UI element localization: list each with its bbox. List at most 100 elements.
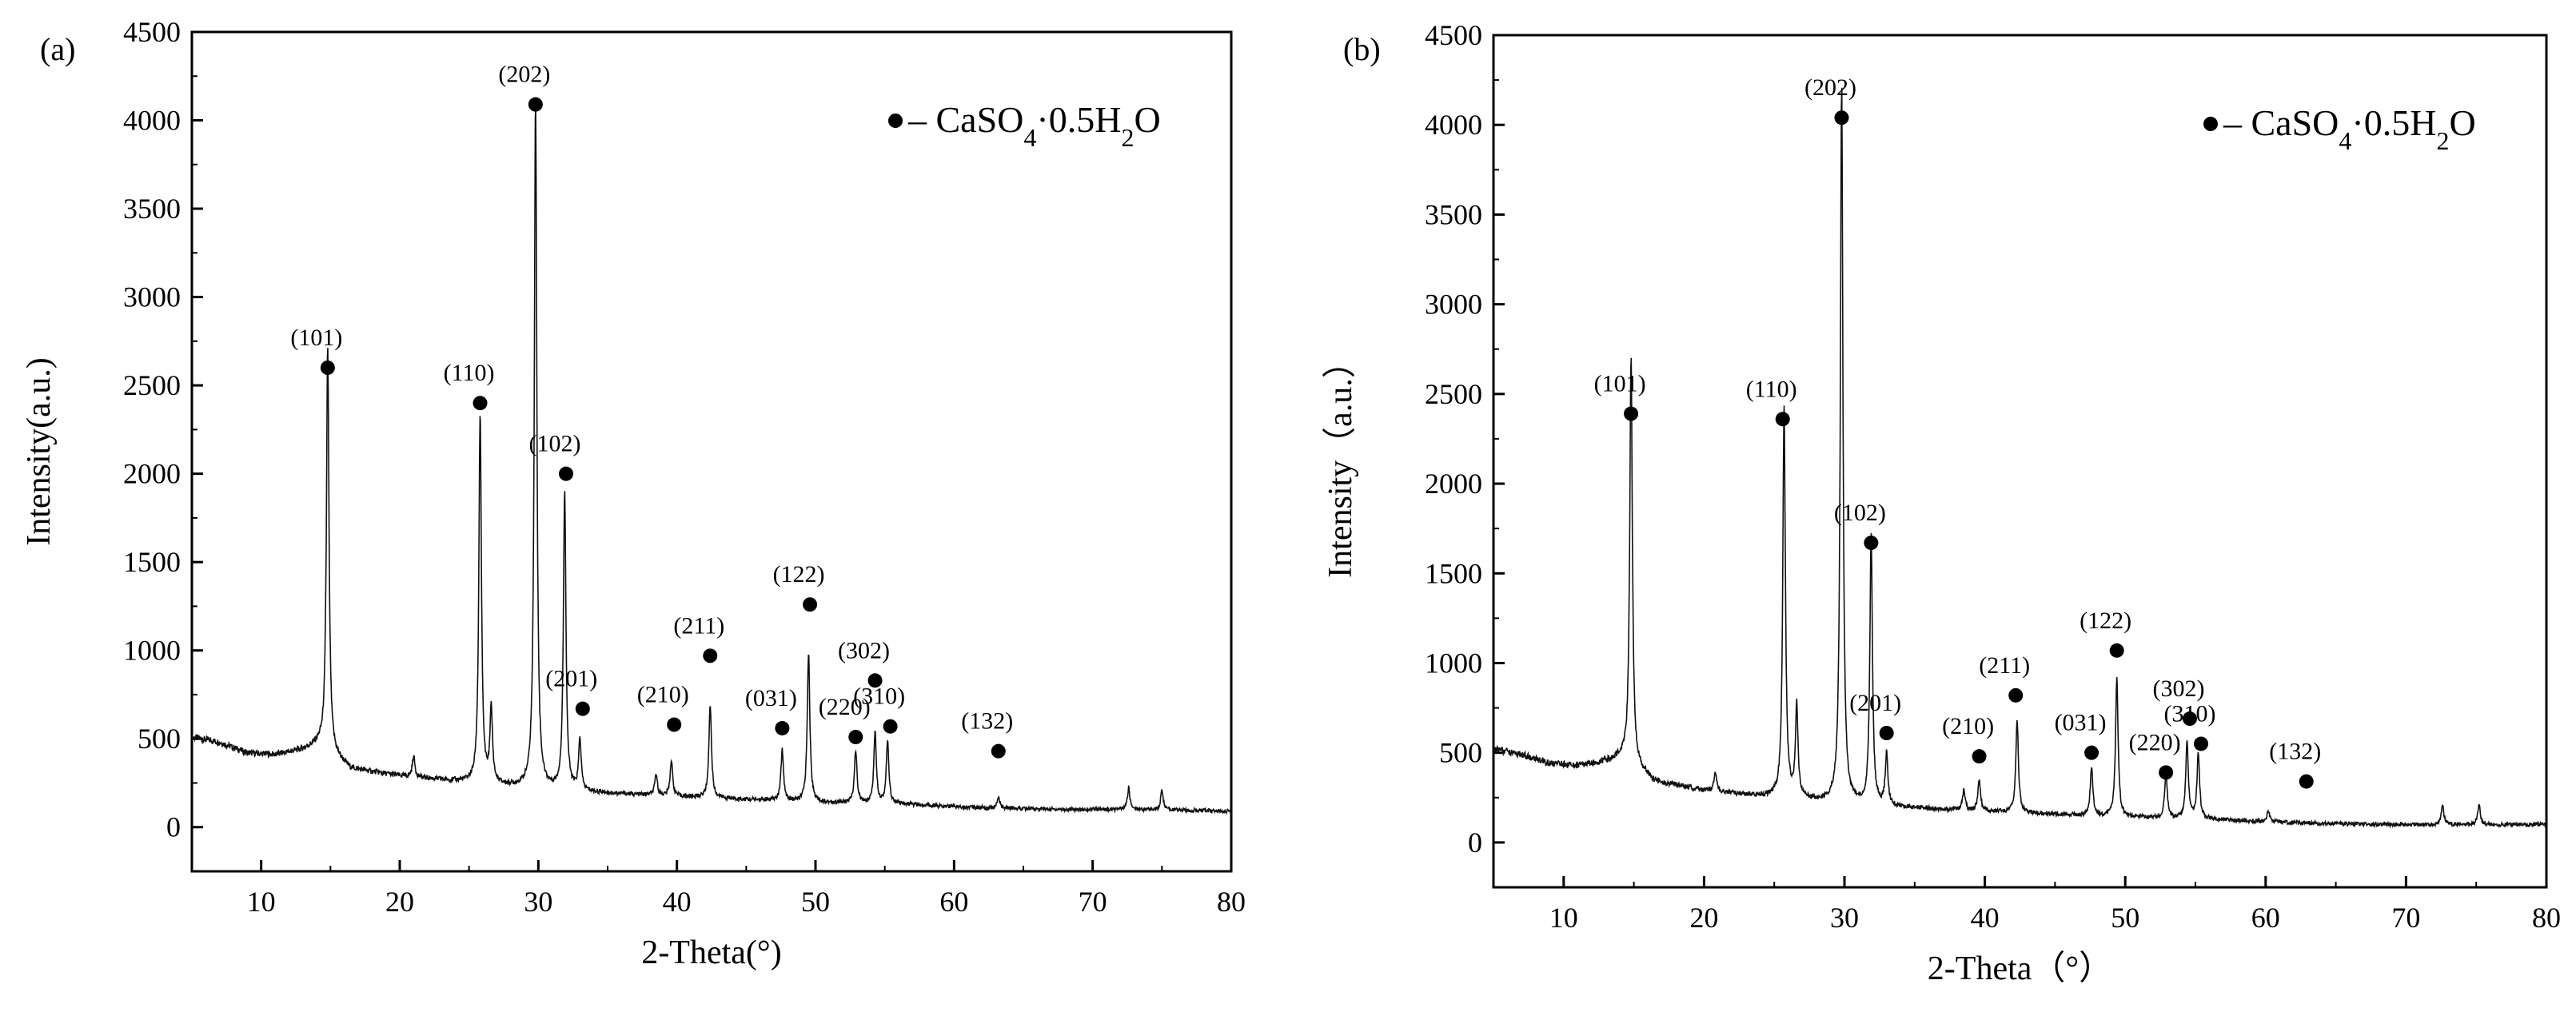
peak-marker-dot bbox=[320, 361, 335, 375]
y-tick-label: 4500 bbox=[1425, 19, 1482, 51]
peak-marker-dot bbox=[2299, 774, 2314, 789]
peak-marker-dot bbox=[575, 701, 590, 716]
legend-text: – CaSO bbox=[907, 99, 1023, 140]
y-tick-label: 500 bbox=[1439, 737, 1482, 769]
peak-hkl-label: (210) bbox=[637, 682, 689, 708]
y-axis-label: Intensity(a.u.) bbox=[21, 357, 58, 546]
legend-text: – CaSO bbox=[2223, 102, 2339, 143]
x-tick-label: 70 bbox=[1079, 886, 1107, 918]
x-tick-label: 30 bbox=[524, 886, 552, 918]
x-tick-label: 80 bbox=[2532, 902, 2561, 934]
peak-marker-dot bbox=[775, 720, 790, 735]
plot-frame bbox=[1492, 34, 2548, 889]
peak-marker-dot bbox=[559, 466, 573, 481]
x-tick-label: 30 bbox=[1830, 902, 1859, 934]
peak-marker-dot bbox=[528, 97, 543, 112]
x-tick-label: 60 bbox=[2251, 902, 2280, 934]
x-axis-label: 2-Theta(°) bbox=[641, 934, 781, 971]
peak-hkl-label: (102) bbox=[1834, 500, 1886, 526]
peak-hkl-label: (211) bbox=[673, 612, 724, 639]
y-tick-label: 4000 bbox=[1425, 109, 1482, 141]
y-axis-label: Intensity（a.u.） bbox=[1322, 345, 1359, 578]
y-tick-label: 2500 bbox=[1425, 378, 1482, 410]
legend-subscript: 2 bbox=[2436, 126, 2449, 155]
x-axis-label: 2-Theta（°） bbox=[1928, 950, 2112, 987]
peak-marker-dot bbox=[1775, 412, 1790, 427]
x-tick-label: 80 bbox=[1217, 886, 1246, 918]
legend-label: – CaSO4·0.5H2O bbox=[2223, 102, 2476, 155]
legend-text: ·0.5H bbox=[2351, 102, 2436, 143]
peak-hkl-label: (132) bbox=[961, 708, 1013, 735]
y-tick-label: 0 bbox=[1468, 827, 1482, 859]
x-tick-label: 70 bbox=[2391, 902, 2420, 934]
peak-marker-dot bbox=[1834, 110, 1849, 126]
x-tick-label: 40 bbox=[1971, 902, 2000, 934]
peak-marker-dot bbox=[991, 743, 1006, 759]
x-tick-label: 20 bbox=[1689, 902, 1718, 934]
peak-hkl-label: (101) bbox=[1594, 371, 1646, 397]
legend-subscript: 4 bbox=[1023, 123, 1036, 152]
peak-hkl-label: (310) bbox=[853, 683, 905, 710]
peak-hkl-label: (132) bbox=[2269, 739, 2321, 765]
plot-frame bbox=[190, 30, 1233, 873]
peak-marker-dot bbox=[848, 730, 863, 744]
y-tick-label: 1000 bbox=[1425, 647, 1482, 679]
y-tick-label: 2500 bbox=[123, 369, 181, 401]
peak-hkl-label: (110) bbox=[1746, 376, 1797, 402]
peak-marker-dot bbox=[803, 597, 818, 612]
peak-hkl-label: (201) bbox=[1849, 690, 1901, 716]
peak-marker-dot bbox=[2109, 643, 2124, 658]
peak-hkl-label: (202) bbox=[1804, 74, 1856, 101]
y-tick-label: 2000 bbox=[123, 458, 181, 490]
y-tick-label: 3000 bbox=[123, 281, 181, 313]
x-tick-label: 10 bbox=[247, 886, 276, 918]
x-tick-label: 20 bbox=[385, 886, 414, 918]
legend-text: ·0.5H bbox=[1036, 99, 1121, 140]
peak-hkl-label: (310) bbox=[2164, 700, 2216, 727]
legend-text: O bbox=[2449, 102, 2475, 143]
peak-hkl-label: (220) bbox=[2129, 729, 2181, 755]
panel-label: (a) bbox=[40, 31, 75, 67]
x-tick-label: 60 bbox=[939, 886, 968, 918]
peak-marker-dot bbox=[2084, 745, 2099, 760]
legend-subscript: 2 bbox=[1121, 123, 1134, 152]
peak-hkl-label: (302) bbox=[2152, 675, 2204, 702]
peak-hkl-label: (122) bbox=[773, 561, 825, 588]
peak-marker-dot bbox=[473, 396, 488, 411]
xrd-panel-b: (b) 0 500 1000 1500 2000 2500 3000 3500 4000 4500 1… bbox=[1322, 19, 2561, 987]
y-tick-label: 2000 bbox=[1425, 468, 1482, 500]
y-tick-label: 3000 bbox=[1425, 289, 1482, 321]
peak-marker-dot bbox=[2008, 687, 2024, 703]
peak-marker-dot bbox=[2159, 765, 2174, 780]
y-tick-label: 3500 bbox=[1425, 198, 1482, 230]
y-tick-label: 1000 bbox=[123, 635, 181, 667]
y-tick-label: 0 bbox=[166, 811, 181, 843]
peak-marker-dot bbox=[2194, 736, 2209, 751]
peak-marker-dot bbox=[703, 648, 718, 663]
peak-marker-dot bbox=[1972, 749, 1987, 764]
legend-marker-dot bbox=[888, 114, 903, 128]
y-tick-label: 3500 bbox=[123, 193, 181, 225]
peak-hkl-label: (210) bbox=[1942, 713, 1994, 739]
peak-hkl-label: (101) bbox=[290, 325, 342, 351]
y-tick-label: 4500 bbox=[123, 16, 181, 48]
peak-marker-dot bbox=[667, 717, 682, 732]
peak-hkl-label: (031) bbox=[745, 685, 797, 711]
peak-marker-dot bbox=[2182, 711, 2197, 727]
xrd-panel-a: (a) 0 500 1000 1500 2000 2500 3000 3500 4000 4500 1… bbox=[21, 16, 1246, 971]
y-tick-label: 1500 bbox=[1425, 557, 1482, 589]
peak-hkl-label: (202) bbox=[498, 62, 550, 88]
peak-marker-dot bbox=[1624, 406, 1639, 421]
y-tick-label: 4000 bbox=[123, 105, 181, 137]
peak-hkl-label: (110) bbox=[444, 360, 495, 386]
peak-marker-dot bbox=[1864, 536, 1879, 551]
peak-marker-dot bbox=[883, 719, 898, 734]
legend-marker-dot bbox=[2203, 117, 2218, 131]
peak-hkl-label: (031) bbox=[2055, 710, 2107, 736]
y-tick-label: 500 bbox=[138, 723, 181, 755]
x-tick-label: 50 bbox=[2111, 902, 2139, 934]
y-tick-label: 1500 bbox=[123, 546, 181, 578]
legend-label: – CaSO4·0.5H2O bbox=[907, 99, 1161, 152]
x-tick-label: 10 bbox=[1549, 902, 1578, 934]
